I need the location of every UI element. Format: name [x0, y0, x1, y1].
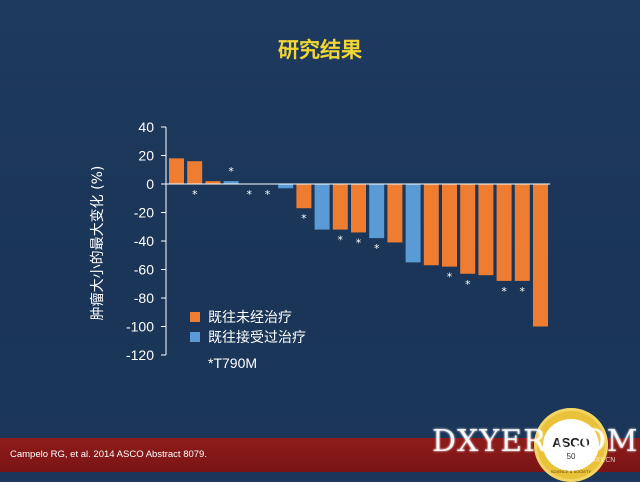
- y-tick-label: 20: [138, 148, 154, 164]
- bar-marker: *: [301, 212, 307, 225]
- bar-untreated: [423, 184, 439, 266]
- bar-untreated: [514, 184, 530, 281]
- bar-marker: *: [192, 188, 198, 201]
- bar-untreated: [187, 161, 203, 184]
- bar-untreated: [205, 181, 221, 184]
- bar-untreated: [169, 158, 184, 184]
- bar-marker: *: [356, 236, 362, 249]
- slide-title: 研究结果: [278, 38, 362, 62]
- legend-label-treated: 既往接受过治疗: [208, 329, 306, 346]
- bar-untreated: [460, 184, 476, 274]
- bar-marker: *: [228, 165, 234, 178]
- bar-untreated: [332, 184, 348, 230]
- y-tick-label: -20: [134, 205, 154, 221]
- bar-untreated: [296, 184, 312, 209]
- logo-years: 50: [566, 452, 576, 461]
- watermark-sub: DXY.CN: [590, 456, 616, 464]
- legend-annotation: *T790M: [208, 355, 257, 371]
- bar-marker: *: [265, 188, 271, 201]
- y-axis-label: 肿瘤大小的最大变化 (%): [89, 166, 106, 321]
- y-tick-label: -80: [134, 290, 154, 306]
- y-tick-label: 40: [138, 119, 154, 135]
- bar-marker: *: [447, 271, 453, 284]
- legend-label-untreated: 既往未经治疗: [208, 310, 292, 326]
- legend-swatch-treated: [190, 332, 200, 342]
- bar-treated: [314, 184, 330, 230]
- logo-sub: SCIENCE & SOCIETY: [550, 469, 592, 474]
- bar-treated: [223, 181, 239, 184]
- bar-marker: *: [374, 242, 380, 255]
- y-tick-label: -100: [126, 319, 154, 335]
- bar-untreated: [442, 184, 457, 267]
- citation-text: Campelo RG, et al. 2014 ASCO Abstract 80…: [10, 449, 207, 460]
- y-tick-label: -40: [134, 233, 154, 249]
- y-tick-label: -60: [134, 262, 154, 278]
- y-axis: 40 20 0 -20 -40 -60 -80 -100 -120: [126, 119, 551, 363]
- bar-untreated: [533, 184, 548, 327]
- logo-inner: ASCO 50: [543, 419, 599, 471]
- legend-swatch-untreated: [190, 312, 200, 322]
- bar-treated: [369, 184, 385, 239]
- bar-marker: *: [465, 278, 471, 291]
- y-tick-label: -120: [126, 347, 154, 363]
- bar-untreated: [351, 184, 366, 233]
- bar-marker: *: [501, 285, 507, 298]
- bars-group: [169, 158, 548, 327]
- bar-marker: *: [338, 234, 344, 247]
- bar-untreated: [496, 184, 512, 281]
- bar-untreated: [387, 184, 403, 243]
- footer-bar: Campelo RG, et al. 2014 ASCO Abstract 80…: [0, 438, 640, 472]
- watermark: DXYER.COM: [432, 424, 639, 459]
- bar-treated: [405, 184, 421, 263]
- markers-group: * * * * * * * * * * * *: [192, 165, 526, 298]
- bar-marker: *: [520, 285, 526, 298]
- logo-word: ASCO: [552, 435, 590, 450]
- asco-logo: ASCO 50 SCIENCE & SOCIETY: [534, 408, 608, 482]
- y-tick-label: 0: [146, 176, 154, 192]
- bar-treated: [278, 184, 294, 189]
- bar-untreated: [478, 184, 494, 276]
- legend: 既往未经治疗 既往接受过治疗 *T790M: [190, 310, 306, 371]
- bar-marker: *: [247, 188, 253, 201]
